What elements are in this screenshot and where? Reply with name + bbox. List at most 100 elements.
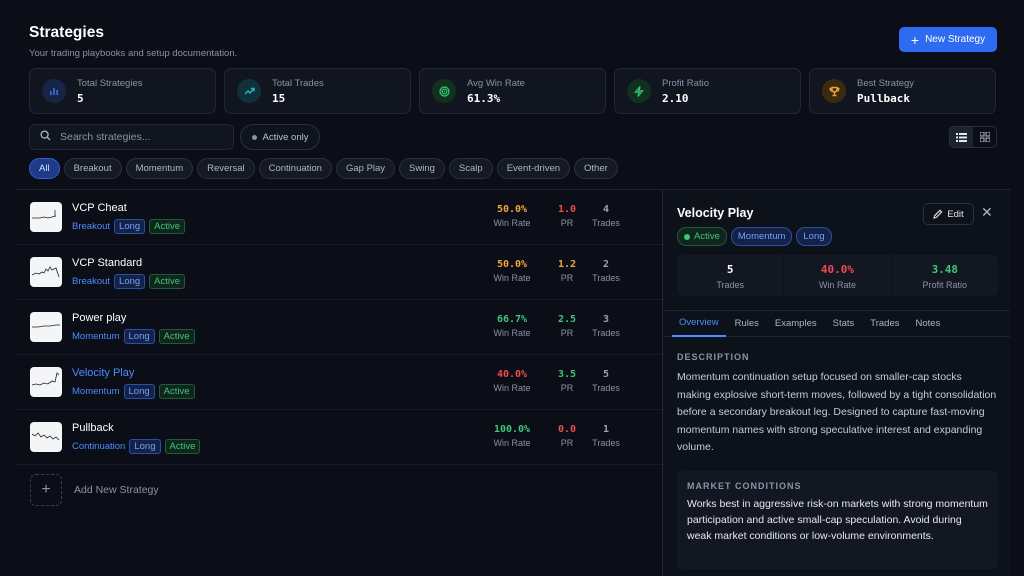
win-rate-label: Win Rate	[493, 218, 531, 228]
stat-card: Profit Ratio 2.10	[614, 68, 801, 114]
strategy-row[interactable]: Power play Momentum Long Active 66.7% Win Rat…	[16, 300, 662, 355]
strategy-row[interactable]: Pullback Continuation Long Active 100.0% Win …	[16, 410, 662, 465]
trades-value: 4	[602, 204, 610, 215]
category-label: Momentum	[72, 386, 120, 397]
trades-value: 1	[602, 424, 610, 435]
pr-value: 0.0	[557, 424, 577, 435]
detail-stat-win-rate: 40.0% Win Rate	[784, 255, 892, 296]
filter-chip-event-driven[interactable]: Event-driven	[496, 158, 571, 179]
tab-trades[interactable]: Trades	[870, 318, 900, 329]
list-view-button[interactable]	[950, 127, 973, 147]
active-only-label: Active only	[262, 131, 309, 143]
chart-thumbnail	[30, 257, 62, 287]
side-badge: Long	[796, 227, 832, 246]
win-rate-metric: 50.0% Win Rate	[486, 259, 538, 283]
trades-metric: 1 Trades	[588, 424, 624, 448]
trades-metric: 2 Trades	[588, 259, 624, 283]
filter-chip-swing[interactable]: Swing	[399, 158, 445, 179]
stat-label: Total Trades	[272, 77, 324, 89]
side-badge: Long	[114, 274, 146, 289]
search-input[interactable]	[60, 131, 220, 143]
stat-value: 15	[272, 91, 286, 105]
tab-overview[interactable]: Overview	[672, 311, 726, 337]
search-box[interactable]	[29, 124, 234, 150]
stat-value: 2.10	[662, 91, 689, 105]
detail-stat-trades: 5 Trades	[677, 255, 785, 296]
status-badge: Active	[149, 274, 186, 289]
pr-value: 2.5	[557, 314, 577, 325]
stat-card: Total Strategies 5	[29, 68, 216, 114]
strategy-tags: Momentum Long Active	[72, 384, 195, 399]
tab-stats[interactable]: Stats	[832, 318, 855, 329]
filter-chip-reversal[interactable]: Reversal	[197, 158, 255, 179]
stat-card: Avg Win Rate 61.3%	[419, 68, 606, 114]
stat-card: Total Trades 15	[224, 68, 411, 114]
active-only-toggle[interactable]: Active only	[240, 124, 320, 150]
trophy-icon	[822, 79, 846, 103]
status-badge: Active	[164, 439, 201, 454]
strategy-detail-panel: Velocity Play Active Momentum Long Edit …	[662, 190, 1010, 576]
win-rate-value: 66.7%	[496, 314, 528, 325]
detail-stat-value: 5	[726, 263, 734, 276]
filter-chip-other[interactable]: Other	[574, 158, 618, 179]
strategy-row[interactable]: VCP Cheat Breakout Long Active 50.0% Win Rate…	[16, 190, 662, 245]
strategy-name: VCP Cheat	[72, 202, 127, 214]
strategy-tags: Breakout Long Active	[72, 219, 186, 234]
trades-metric: 3 Trades	[588, 314, 624, 338]
market-heading: MARKET CONDITIONS	[687, 481, 802, 491]
add-new-strategy[interactable]: + Add New Strategy	[30, 474, 159, 506]
side-badge: Long	[129, 439, 161, 454]
pr-value: 3.5	[557, 369, 577, 380]
tab-notes[interactable]: Notes	[915, 318, 941, 329]
category-badge: Momentum	[730, 227, 793, 246]
trades-label: Trades	[592, 438, 620, 448]
new-strategy-button[interactable]: + New Strategy	[899, 27, 997, 52]
trades-label: Trades	[592, 218, 620, 228]
filter-chip-momentum[interactable]: Momentum	[125, 158, 194, 179]
strategy-name: Pullback	[72, 422, 114, 434]
pr-label: PR	[560, 218, 574, 228]
detail-stat-value: 3.48	[931, 263, 959, 276]
win-rate-label: Win Rate	[493, 438, 531, 448]
category-label: Breakout	[72, 221, 111, 232]
stat-label: Avg Win Rate	[467, 77, 525, 89]
filter-chip-breakout[interactable]: Breakout	[63, 158, 122, 179]
strategy-row[interactable]: Velocity Play Momentum Long Active 40.0% Win …	[16, 355, 662, 410]
tab-rules[interactable]: Rules	[734, 318, 759, 329]
divider	[16, 189, 1010, 190]
edit-button[interactable]: Edit	[923, 203, 974, 225]
description-text: Momentum continuation setup focused on s…	[677, 371, 997, 453]
grid-icon	[979, 132, 990, 142]
pencil-icon	[933, 209, 943, 219]
status-badge: Active	[677, 227, 727, 246]
trend-up-icon	[237, 79, 261, 103]
close-icon[interactable]: ✕	[981, 204, 993, 220]
status-badge: Active	[158, 384, 195, 399]
strategy-name: Velocity Play	[72, 367, 135, 379]
strategy-row[interactable]: VCP Standard Breakout Long Active 50.0% Win R…	[16, 245, 662, 300]
chart-thumbnail	[30, 422, 62, 452]
page-header: Strategies Your trading playbooks and se…	[29, 24, 237, 59]
stats-row: Total Strategies 5 Total Trades 15 Avg Win R…	[29, 68, 996, 114]
strategy-tags: Momentum Long Active	[72, 329, 195, 344]
search-icon	[40, 130, 51, 144]
side-badge: Long	[114, 219, 146, 234]
stat-text: Total Strategies 5	[77, 78, 142, 105]
filter-chip-continuation[interactable]: Continuation	[258, 158, 332, 179]
status-badge: Active	[149, 219, 186, 234]
trades-label: Trades	[592, 328, 620, 338]
grid-view-button[interactable]	[973, 127, 996, 147]
pr-label: PR	[560, 273, 574, 283]
filter-chip-gap-play[interactable]: Gap Play	[335, 158, 396, 179]
win-rate-metric: 100.0% Win Rate	[486, 424, 538, 448]
filter-chip-all[interactable]: All	[29, 158, 60, 179]
page-subtitle: Your trading playbooks and setup documen…	[29, 48, 238, 59]
tab-examples[interactable]: Examples	[774, 318, 817, 329]
status-badge: Active	[158, 329, 195, 344]
detail-stat-value: 40.0%	[820, 263, 855, 276]
pr-metric: 1.2 PR	[552, 259, 582, 283]
strategy-tags: Continuation Long Active	[72, 439, 201, 454]
win-rate-value: 50.0%	[496, 204, 528, 215]
chart-thumbnail	[30, 202, 62, 232]
filter-chip-scalp[interactable]: Scalp	[448, 158, 493, 179]
